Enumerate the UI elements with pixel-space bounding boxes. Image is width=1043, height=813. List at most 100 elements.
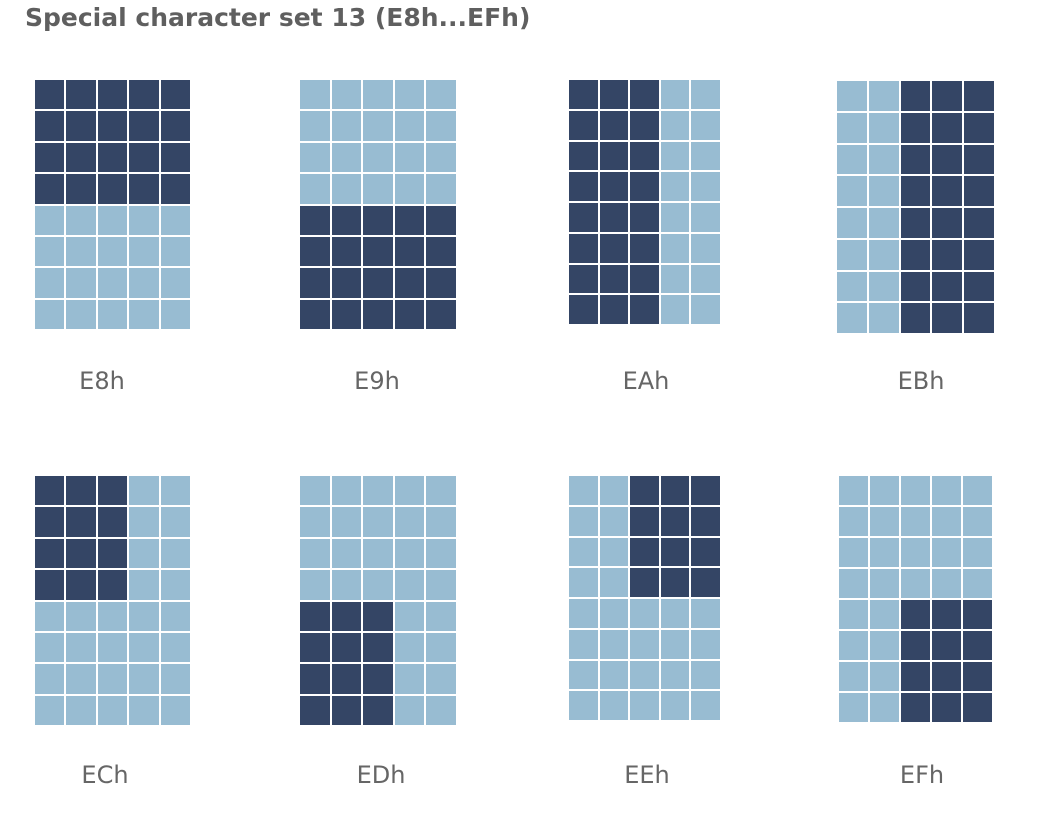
pixel-cell [837,176,867,206]
pixel-cell [426,268,456,298]
pixel-cell [426,632,456,663]
pixel-cell [97,507,128,537]
pixel-cell [35,111,65,141]
pixel-cell [129,299,159,329]
pixel-cell [837,81,867,111]
glyph-label-eeh: EEh [624,761,670,789]
pixel-cell [837,271,867,302]
pixel-cell [97,268,128,298]
pixel-cell [129,174,159,204]
pixel-cell [331,601,362,631]
glyph-grid-efh [839,476,992,722]
pixel-cell [426,174,456,204]
pixel-cell [160,236,190,267]
pixel-cell [35,142,65,173]
pixel-cell [569,476,598,505]
pixel-cell [66,695,96,725]
pixel-cell [964,271,994,302]
pixel-cell [394,111,425,141]
pixel-cell [932,569,961,598]
pixel-cell [129,664,159,694]
pixel-cell [901,507,930,536]
pixel-cell [331,632,362,663]
pixel-cell [97,142,128,173]
pixel-cell [932,693,961,722]
pixel-cell [129,507,159,537]
pixel-cell [599,629,629,659]
pixel-cell [870,476,899,505]
pixel-cell [160,205,190,235]
pixel-cell [599,203,629,232]
pixel-cell [66,601,96,631]
pixel-cell [630,203,659,232]
pixel-cell [691,691,720,720]
pixel-cell [630,629,659,659]
pixel-cell [660,660,690,690]
pixel-cell [426,111,456,141]
pixel-cell [569,141,598,171]
pixel-cell [363,695,393,725]
glyph-grid-eeh [569,476,720,720]
pixel-cell [868,112,899,143]
pixel-cell [363,570,393,600]
pixel-cell [630,476,659,505]
pixel-cell [426,299,456,329]
pixel-cell [870,662,899,691]
pixel-cell [660,295,690,324]
pixel-cell [97,695,128,725]
glyph-label-e8h: E8h [79,367,125,395]
pixel-cell [901,693,930,722]
pixel-cell [963,476,992,505]
pixel-cell [35,236,65,267]
pixel-cell [66,507,96,537]
glyph-grid-ech [35,476,190,725]
pixel-cell [300,601,330,631]
pixel-cell [129,601,159,631]
pixel-cell [691,233,720,263]
pixel-cell [569,537,598,567]
pixel-cell [839,631,868,660]
pixel-cell [932,507,961,536]
pixel-cell [35,299,65,329]
pixel-cell [300,695,330,725]
pixel-cell [691,476,720,505]
pixel-cell [66,111,96,141]
pixel-cell [426,538,456,569]
pixel-cell [569,506,598,536]
pixel-cell [363,236,393,267]
pixel-cell [331,538,362,569]
pixel-cell [160,142,190,173]
pixel-cell [599,110,629,140]
pixel-cell [300,507,330,537]
pixel-cell [300,142,330,173]
pixel-cell [426,205,456,235]
pixel-cell [870,507,899,536]
glyph-label-ebh: EBh [897,367,945,395]
pixel-cell [599,141,629,171]
glyph-grid-e9h [300,80,456,329]
pixel-cell [97,299,128,329]
pixel-cell [630,80,659,109]
pixel-cell [900,271,931,302]
pixel-cell [569,295,598,324]
pixel-cell [932,538,961,567]
pixel-cell [569,203,598,232]
pixel-cell [691,295,720,324]
pixel-cell [160,299,190,329]
pixel-cell [837,239,867,270]
pixel-cell [964,81,994,111]
pixel-cell [426,664,456,694]
pixel-cell [97,538,128,569]
pixel-cell [35,695,65,725]
pixel-cell [691,264,720,294]
pixel-cell [300,205,330,235]
pixel-cell [964,239,994,270]
pixel-cell [660,172,690,201]
pixel-cell [569,629,598,659]
pixel-cell [394,695,425,725]
pixel-cell [363,142,393,173]
pixel-cell [691,568,720,597]
pixel-cell [660,691,690,720]
pixel-cell [963,600,992,629]
pixel-cell [300,538,330,569]
